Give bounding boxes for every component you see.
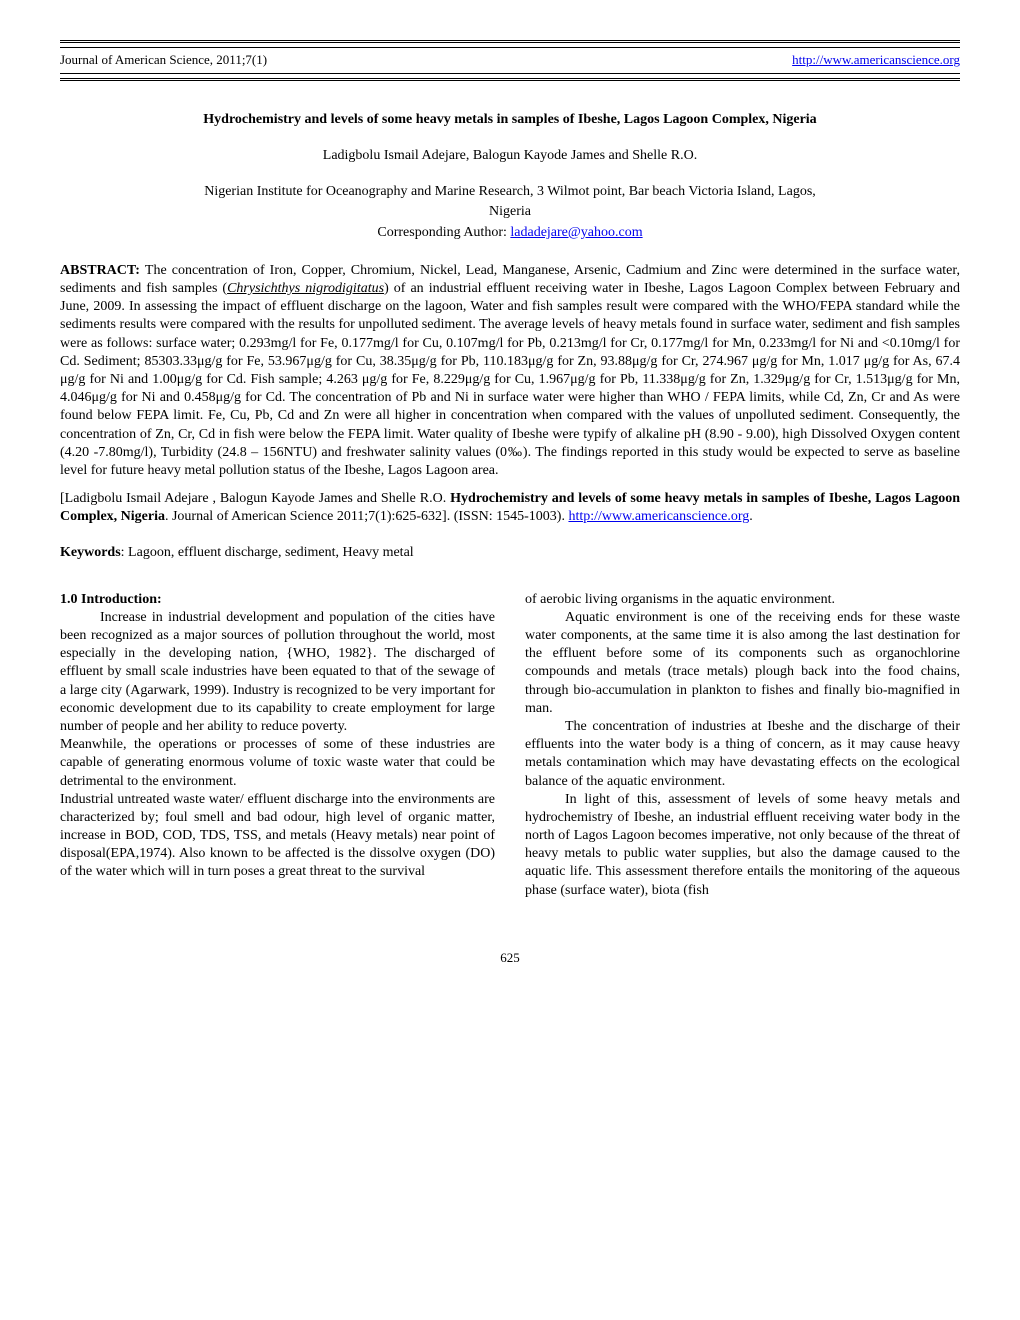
page-number: 625 [60,950,960,967]
citation-link[interactable]: http://www.americanscience.org [568,509,749,524]
corresponding-label: Corresponding Author: [377,225,510,240]
keywords: Keywords: Lagoon, effluent discharge, se… [60,544,960,562]
keywords-text: : Lagoon, effluent discharge, sediment, … [121,545,414,560]
intro-p2: Meanwhile, the operations or processes o… [60,736,495,791]
left-column: 1.0 Introduction: Increase in industrial… [60,591,495,900]
col2-p4: In light of this, assessment of levels o… [525,791,960,900]
journal-url-link[interactable]: http://www.americanscience.org [792,52,960,69]
intro-p1: Increase in industrial development and p… [60,609,495,736]
intro-title: 1.0 Introduction: [60,591,495,609]
authors: Ladigbolu Ismail Adejare, Balogun Kayode… [60,147,960,165]
paper-title: Hydrochemistry and levels of some heavy … [60,111,960,129]
citation-text-1: [Ladigbolu Ismail Adejare , Balogun Kayo… [60,491,450,506]
affiliation-line-1: Nigerian Institute for Oceanography and … [60,183,960,201]
header-bottom-line [60,73,960,81]
keywords-label: Keywords [60,545,121,560]
col2-p1: of aerobic living organisms in the aquat… [525,591,960,609]
citation: [Ladigbolu Ismail Adejare , Balogun Kayo… [60,490,960,526]
affiliation-line-2: Nigeria [60,203,960,221]
corresponding-author: Corresponding Author: ladadejare@yahoo.c… [60,224,960,242]
citation-text-3: . [749,509,753,524]
journal-name: Journal of American Science, 2011;7(1) [60,52,267,69]
citation-text-2: . Journal of American Science 2011;7(1):… [165,509,568,524]
header-top-line [60,40,960,48]
abstract: ABSTRACT: The concentration of Iron, Cop… [60,262,960,480]
header-row: Journal of American Science, 2011;7(1) h… [60,52,960,69]
intro-p3: Industrial untreated waste water/ efflue… [60,791,495,882]
col2-p3: The concentration of industries at Ibesh… [525,718,960,791]
body-columns: 1.0 Introduction: Increase in industrial… [60,591,960,900]
abstract-text-2: ) of an industrial effluent receiving wa… [60,281,960,478]
species-name: Chrysichthys nigrodigitatus [227,281,384,296]
abstract-label: ABSTRACT: [60,263,145,278]
col2-p2: Aquatic environment is one of the receiv… [525,609,960,718]
right-column: of aerobic living organisms in the aquat… [525,591,960,900]
corresponding-email-link[interactable]: ladadejare@yahoo.com [510,225,642,240]
